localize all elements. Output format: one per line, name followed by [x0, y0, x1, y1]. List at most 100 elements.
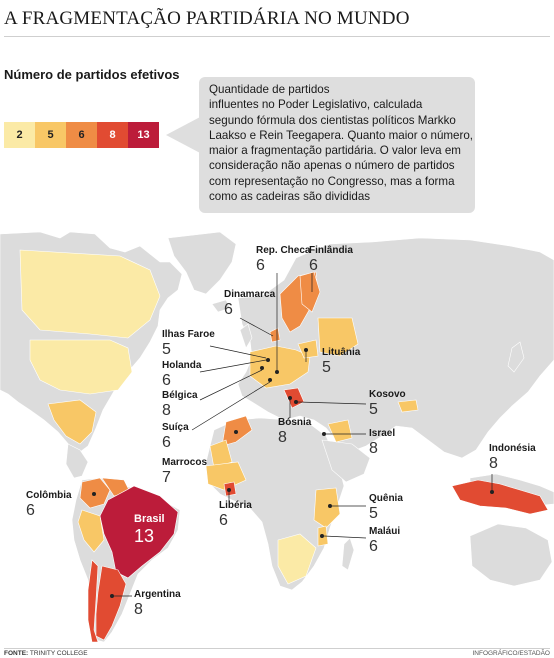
country-value: 5	[162, 341, 171, 358]
label-kosovo: Kosovo 5	[369, 390, 406, 418]
country-lituania	[297, 339, 319, 359]
marker-indonesia	[490, 490, 494, 494]
label-lituania: Lituânia 5	[322, 348, 360, 376]
country-southern-africa	[277, 533, 317, 585]
country-value: 5	[369, 505, 378, 522]
legend-label: 8	[109, 129, 116, 141]
country-name: Quênia	[369, 493, 403, 504]
label-argentina: Argentina 8	[134, 590, 181, 618]
label-indonesia: Indonésia 8	[489, 444, 536, 472]
country-indonesia	[451, 479, 549, 515]
country-kosovo-region	[397, 399, 419, 413]
leader-kosovo	[297, 401, 367, 405]
label-dinamarca: Dinamarca 6	[224, 290, 275, 318]
country-name: Colômbia	[26, 490, 72, 501]
legend-swatch-2: 2	[4, 122, 35, 148]
note-line: Laakso e Rein Teegapera. Quanto maior o …	[209, 128, 474, 142]
country-name: Marrocos	[162, 457, 208, 468]
label-marrocos: Marrocos 7	[162, 458, 207, 486]
source-text: TRINITY COLLEGE	[29, 650, 88, 657]
country-value: 8	[278, 429, 287, 446]
country-canada	[19, 249, 161, 339]
marker-marrocos	[234, 430, 238, 434]
legend-label: 2	[16, 129, 23, 141]
legend-swatch-6: 6	[66, 122, 97, 148]
country-value: 8	[369, 440, 378, 457]
note-line: maior a fragmentação partidária. O valor…	[209, 144, 461, 158]
label-malaui: Maláui 6	[369, 527, 400, 555]
country-name: Bélgica	[162, 390, 198, 401]
land-greenland	[167, 231, 237, 295]
note-line: Quantidade de partidos	[209, 83, 330, 96]
legend-swatch-8: 8	[97, 122, 128, 148]
land-iceland	[211, 299, 231, 313]
country-peru	[77, 509, 105, 553]
country-chile	[87, 559, 99, 643]
country-finlandia	[299, 271, 321, 313]
label-suica: Suíça 6	[162, 423, 189, 451]
leader-ilhas-faroe	[209, 345, 267, 359]
country-name: Dinamarca	[224, 289, 276, 300]
country-name: Ilhas Faroe	[162, 329, 215, 340]
country-name: Argentina	[134, 589, 181, 600]
marker-holanda	[266, 358, 270, 362]
land-australia	[469, 523, 553, 587]
callout-pointer	[166, 116, 202, 154]
country-value: 6	[224, 301, 233, 318]
country-name: Lituânia	[322, 347, 361, 358]
leader-dinamarca	[239, 317, 274, 337]
land-arabia	[321, 439, 371, 483]
world-map	[0, 231, 554, 643]
marker-malaui	[320, 534, 324, 538]
color-legend: 2 5 6 8 13	[4, 122, 159, 148]
note-line: como as cadeiras são divididas	[209, 190, 371, 204]
marker-belgica	[260, 366, 264, 370]
note-line: consideração não apenas o número de part…	[209, 159, 455, 173]
country-name: Israel	[369, 428, 396, 439]
land-madagascar	[341, 537, 355, 571]
land-uk	[239, 323, 253, 349]
country-value: 8	[134, 601, 143, 618]
land-central-america	[65, 443, 89, 479]
label-israel: Israel 8	[369, 429, 395, 457]
marker-bosnia	[288, 396, 292, 400]
marker-kosovo	[294, 400, 298, 404]
legend-label: 13	[137, 129, 150, 141]
country-value: 6	[369, 538, 378, 555]
country-name: Finlândia	[309, 245, 353, 256]
leader-belgica	[199, 369, 263, 401]
source-note: FONTE: TRINITY COLLEGE	[4, 650, 88, 657]
country-value: 6	[162, 372, 171, 389]
label-brasil: Brasil 13	[134, 514, 165, 546]
marker-israel	[322, 432, 326, 436]
marker-argentina	[110, 594, 114, 598]
leader-holanda	[199, 359, 267, 373]
country-name: Holanda	[162, 360, 202, 371]
marker-quenia	[328, 504, 332, 508]
country-name: Rep. Checa	[256, 245, 311, 256]
country-sahara	[209, 439, 233, 469]
label-ilhas-faroe: Ilhas Faroe 5	[162, 330, 215, 358]
country-value: 6	[309, 257, 318, 274]
country-east-africa	[313, 487, 341, 529]
country-name: Bósnia	[278, 417, 312, 428]
country-name: Kosovo	[369, 389, 406, 400]
country-brasil	[99, 485, 179, 579]
country-name: Maláui	[369, 526, 401, 537]
leader-suica	[191, 381, 271, 431]
note-line: com representação no Congresso, mas a fo…	[209, 174, 455, 188]
leader-lines	[114, 273, 493, 597]
marker-colombia	[92, 492, 96, 496]
note-line: influentes no Poder Legislativo, calcula…	[209, 98, 423, 112]
credit-note: INFOGRÁFICO/ESTADÃO	[472, 650, 550, 657]
country-value: 6	[256, 257, 265, 274]
country-dinamarca	[269, 327, 281, 343]
label-holanda: Holanda 6	[162, 361, 201, 389]
country-israel	[327, 419, 353, 443]
marker-lituania	[304, 348, 308, 352]
country-mexico	[47, 399, 97, 445]
legend-swatch-5: 5	[35, 122, 66, 148]
country-value: 8	[489, 455, 498, 472]
country-argentina	[95, 565, 127, 641]
leader-malaui	[323, 535, 367, 539]
